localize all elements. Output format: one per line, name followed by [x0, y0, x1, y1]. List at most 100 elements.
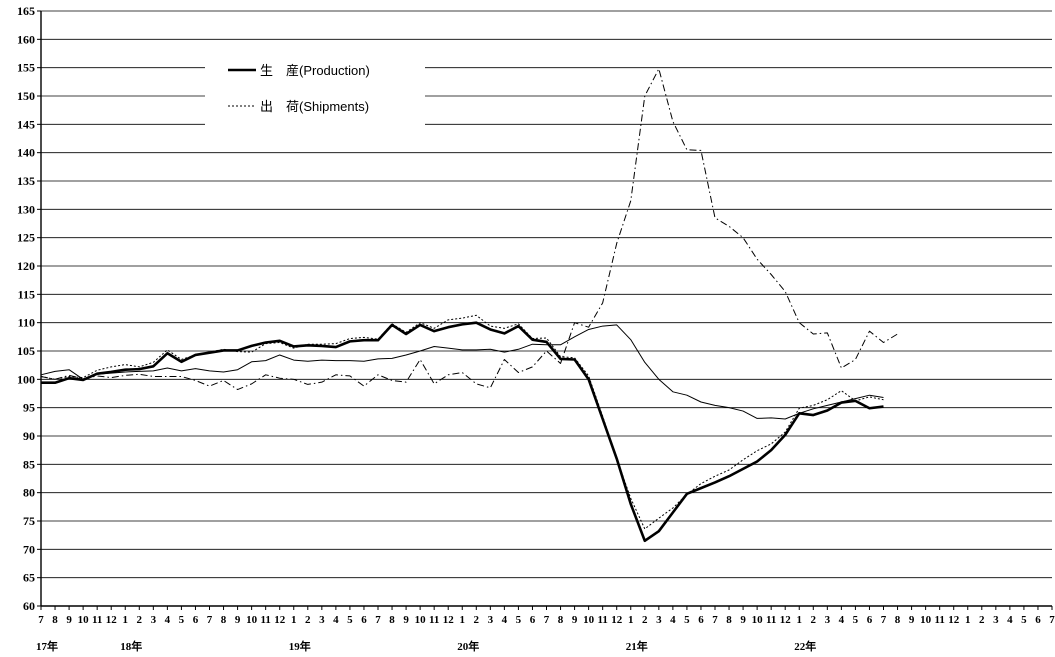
x-tick-label: 9 [740, 614, 746, 626]
gridlines [37, 10, 1052, 607]
legend-shipments-label: 出 荷(Shipments) [260, 99, 369, 114]
year-label: 19年 [289, 639, 311, 653]
y-tick-label: 130 [17, 202, 35, 216]
year-label: 17年 [36, 639, 58, 653]
x-tick-label: 9 [235, 614, 241, 626]
x-tick-label: 7 [1049, 614, 1055, 626]
x-tick-label: 4 [333, 614, 339, 626]
year-label: 22年 [794, 639, 816, 653]
y-tick-label: 135 [17, 174, 35, 188]
y-tick-label: 80 [23, 486, 35, 500]
y-tick-label: 165 [17, 4, 35, 18]
y-tick-label: 145 [17, 117, 35, 131]
x-tick-label: 12 [611, 614, 623, 626]
x-tick-label: 11 [260, 614, 270, 626]
x-tick-label: 3 [825, 614, 831, 626]
y-tick-label: 105 [17, 344, 35, 358]
y-tick-label: 75 [23, 514, 35, 528]
x-tick-label: 8 [558, 614, 564, 626]
y-tick-label: 125 [17, 231, 35, 245]
x-tick-label: 10 [752, 614, 764, 626]
x-tick-label: 8 [895, 614, 901, 626]
y-tick-label: 160 [17, 32, 35, 46]
x-tick-label: 5 [516, 614, 522, 626]
x-tick-label: 4 [1007, 614, 1013, 626]
x-tick-label: 11 [92, 614, 102, 626]
y-tick-label: 100 [17, 372, 35, 386]
legend: 生 産(Production) 出 荷(Shipments) [205, 55, 425, 127]
x-tick-label: 2 [811, 614, 817, 626]
x-tick-label: 11 [766, 614, 776, 626]
x-tick-label: 7 [375, 614, 381, 626]
x-tick-label: 7 [38, 614, 44, 626]
x-tick-label: 3 [488, 614, 494, 626]
series-lines [40, 68, 898, 543]
series-line-thick [41, 321, 884, 543]
y-tick-label: 85 [23, 457, 35, 471]
x-tick-label: 6 [867, 614, 873, 626]
x-tick-label: 11 [597, 614, 607, 626]
legend-production-label: 生 産(Production) [260, 63, 370, 78]
x-tick-label: 3 [151, 614, 157, 626]
y-tick-labels: 60 65 70 75 80 85 90 95 100 105 110 115 120 125 130 135… [17, 4, 35, 613]
x-tick-label: 12 [274, 614, 286, 626]
y-tick-label: 155 [17, 61, 35, 75]
x-tick-label: 2 [474, 614, 480, 626]
x-tick-label: 7 [712, 614, 718, 626]
x-tick-label: 4 [670, 614, 676, 626]
y-tick-label: 65 [23, 571, 35, 585]
y-tick-label: 140 [17, 146, 35, 160]
x-tick-label: 1 [123, 614, 129, 626]
x-tick-label: 11 [429, 614, 439, 626]
x-tick-label: 3 [319, 614, 325, 626]
x-tick-label: 5 [347, 614, 353, 626]
legend-background [205, 55, 425, 127]
x-tick-label: 2 [137, 614, 143, 626]
year-label: 21年 [626, 639, 648, 653]
x-tick-label: 7 [881, 614, 887, 626]
x-tick-label: 8 [389, 614, 395, 626]
x-tick-label: 8 [221, 614, 227, 626]
x-tick-label: 12 [443, 614, 455, 626]
x-tick-label: 6 [698, 614, 704, 626]
x-tick-label: 7 [207, 614, 213, 626]
x-tick-label: 5 [853, 614, 859, 626]
x-tick-label: 1 [460, 614, 466, 626]
y-tick-label: 95 [23, 401, 35, 415]
x-tick-labels: 7 8 9 10 11 12 1 2 3 4 5 6 7 8 9 10 11 12 1 2 3 4 5 6 7 8 9 10 11 12 1… [38, 614, 1055, 626]
x-tick-label: 10 [246, 614, 258, 626]
x-tick-label: 1 [291, 614, 297, 626]
x-tick-label: 9 [909, 614, 915, 626]
x-tick-label: 9 [572, 614, 578, 626]
x-tick-label: 7 [544, 614, 550, 626]
x-tick-label: 8 [726, 614, 732, 626]
series-line-thin [40, 324, 884, 420]
x-tick-label: 10 [920, 614, 932, 626]
x-tick-label: 4 [502, 614, 508, 626]
x-tick-label: 4 [839, 614, 845, 626]
y-tick-label: 70 [23, 542, 35, 556]
x-tick-label: 6 [530, 614, 536, 626]
x-tick-label: 2 [979, 614, 985, 626]
x-tick-label: 2 [305, 614, 311, 626]
x-tick-label: 11 [934, 614, 944, 626]
x-tick-label: 6 [193, 614, 199, 626]
x-tick-label: 5 [179, 614, 185, 626]
y-tick-label: 150 [17, 89, 35, 103]
series-line-dotted [40, 314, 884, 530]
x-tick-label: 5 [684, 614, 690, 626]
x-tick-label: 3 [656, 614, 662, 626]
x-tick-label: 2 [642, 614, 648, 626]
axes [40, 11, 1053, 610]
x-tick-label: 1 [628, 614, 634, 626]
x-tick-label: 12 [106, 614, 118, 626]
x-tick-label: 8 [52, 614, 58, 626]
x-tick-label: 12 [948, 614, 960, 626]
x-tick-label: 3 [993, 614, 999, 626]
y-tick-label: 110 [18, 316, 35, 330]
year-label: 20年 [457, 639, 479, 653]
year-label: 18年 [120, 639, 142, 653]
y-tick-label: 115 [18, 287, 35, 301]
x-tick-label: 12 [780, 614, 792, 626]
y-tick-label: 90 [23, 429, 35, 443]
